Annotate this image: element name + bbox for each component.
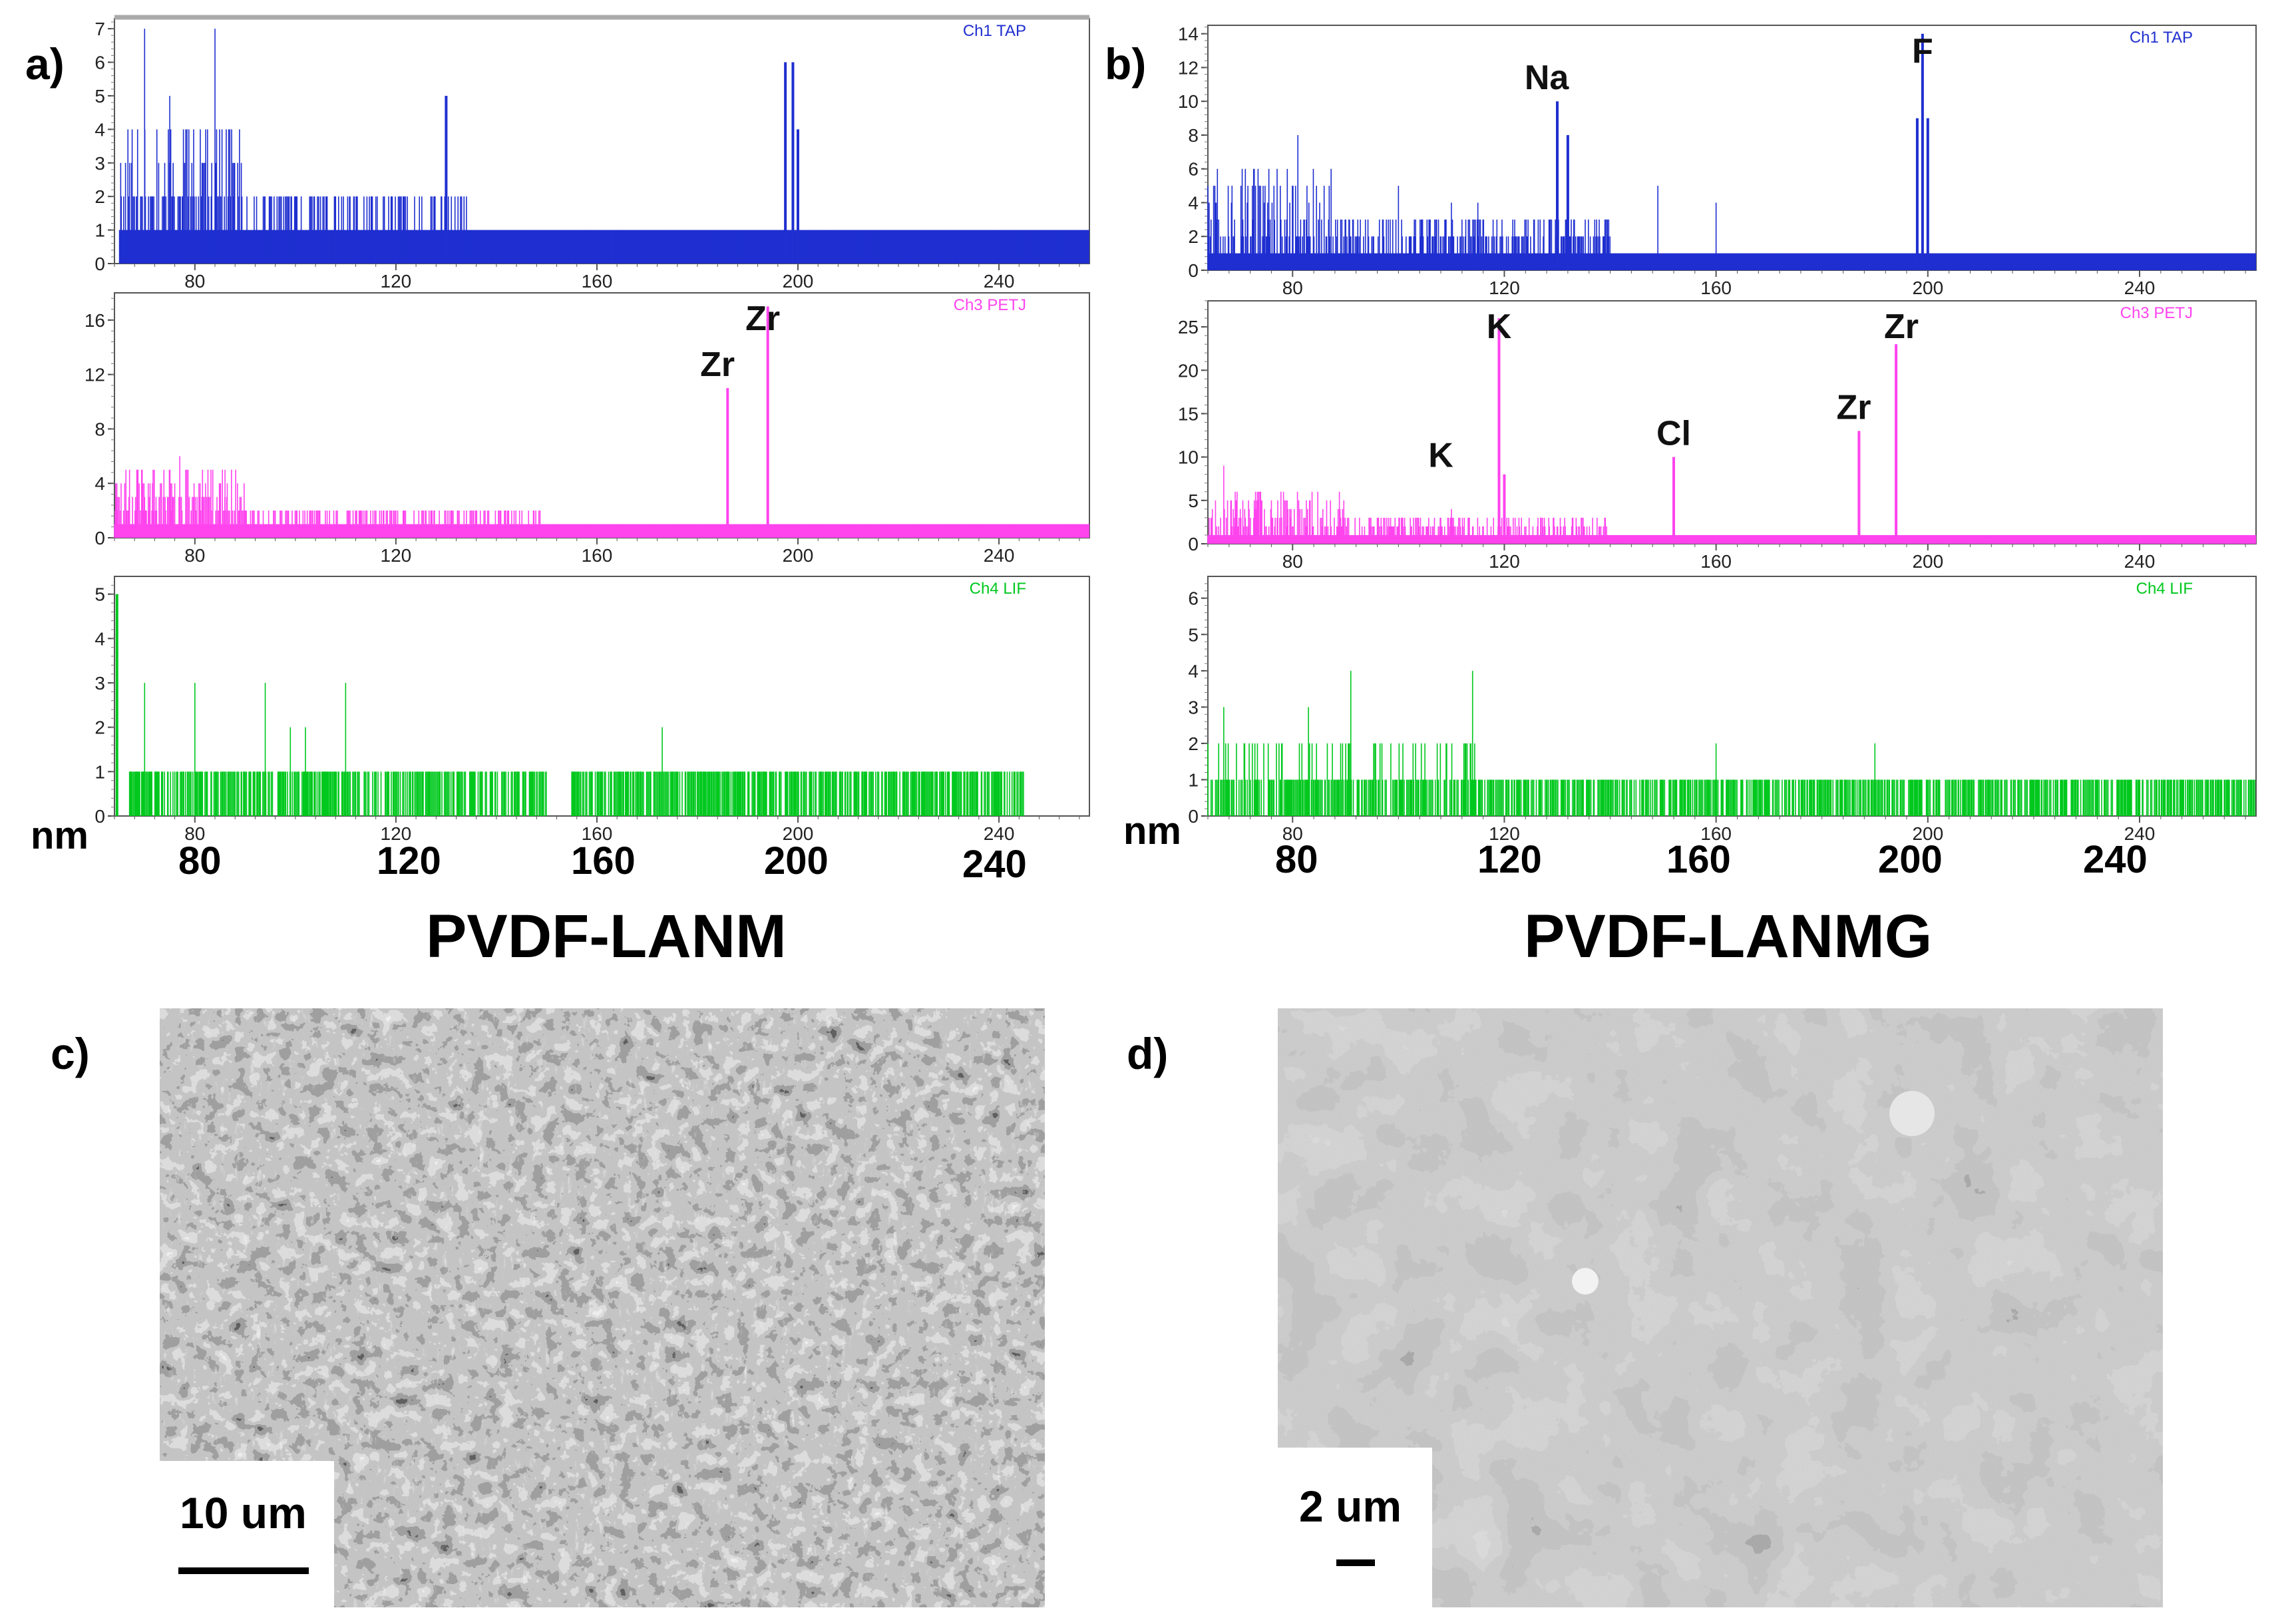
- y-tick-label: 6: [1188, 159, 1199, 180]
- y-tick-label: 8: [1188, 125, 1199, 146]
- channel-label: Ch4 LIF: [970, 580, 1026, 598]
- x-tick-label: 120: [381, 545, 412, 566]
- peak-annotation: Zr: [745, 300, 780, 338]
- x-tick-label: 240: [984, 271, 1015, 292]
- x-tick-label: 160: [582, 823, 613, 844]
- noise-bars: [128, 683, 1024, 816]
- y-tick-label: 10: [1178, 91, 1199, 112]
- plot-frame: [114, 292, 1090, 538]
- y-tick-label: 2: [95, 717, 105, 738]
- chart-a-tap: 0 1 2 3 4 5 6 7 80 120 160 200 240 Ch1 TAP: [95, 15, 1090, 292]
- x-tick-label: 80: [1282, 278, 1303, 298]
- noise-bars: [114, 456, 1089, 538]
- y-tick-label: 0: [95, 254, 105, 274]
- y-tick-label: 14: [1178, 24, 1199, 45]
- y-tick-label: 4: [95, 473, 105, 494]
- y-tick-label: 2: [95, 186, 105, 207]
- y-tick-label: 6: [95, 53, 105, 73]
- x-tick-label: 240: [984, 823, 1015, 844]
- y-tick-label: 3: [95, 673, 105, 694]
- x-tick-label: 120: [1489, 278, 1520, 298]
- x-tick-label: 240: [984, 545, 1015, 566]
- y-tick-label: 0: [1188, 260, 1199, 281]
- y-tick-label: 16: [85, 310, 105, 331]
- channel-label: Ch3 PETJ: [954, 296, 1026, 314]
- y-tick-label: 2: [1188, 226, 1199, 247]
- peak-annotation: Zr: [700, 345, 735, 384]
- channel-label: Ch1 TAP: [963, 22, 1026, 40]
- plot-frame: [114, 18, 1090, 264]
- x-tick-label: 200: [1912, 278, 1943, 298]
- channel-label: Ch1 TAP: [2130, 29, 2193, 47]
- x-tick-label: 200: [783, 271, 814, 292]
- x-tick-label: 80: [184, 823, 205, 844]
- x-tick-label: 80: [184, 545, 205, 566]
- noise-bars: [1207, 134, 2257, 270]
- y-tick-label: 5: [95, 86, 105, 106]
- y-tick-label: 12: [1178, 57, 1199, 78]
- x-tick-label: 120: [381, 823, 412, 844]
- panel-label-a: a): [25, 39, 65, 89]
- x-tick-label: 240: [2124, 278, 2156, 298]
- x-tick-label: 80: [184, 271, 205, 292]
- x-tick-label: 160: [1700, 278, 1732, 298]
- chart-a-lif: 0 1 2 3 4 5 80 120 160 200 240 Ch4 LIF: [95, 576, 1090, 844]
- y-tick-label: 12: [85, 365, 105, 385]
- y-tick-label: 5: [95, 584, 105, 605]
- y-tick-label: 4: [1188, 192, 1199, 213]
- x-tick-label: 200: [783, 823, 814, 844]
- y-tick-label: 4: [95, 119, 105, 140]
- x-tick-label: 120: [381, 271, 412, 292]
- y-tick-label: 1: [95, 220, 105, 241]
- y-tick-label: 8: [95, 419, 105, 439]
- panel-label-b: b): [1105, 39, 1147, 89]
- x-tick-label: 160: [582, 545, 613, 566]
- y-tick-label: 7: [95, 19, 105, 39]
- panel-label-d: d): [1127, 1029, 1169, 1078]
- x-tick-label: 160: [582, 271, 613, 292]
- panel-label-c: c): [51, 1029, 90, 1078]
- y-tick-label: 1: [95, 761, 105, 782]
- chart-a-petj: 0 4 8 12 16 80 120 160 200 240 Ch3 PETJ Zr Zr: [85, 292, 1090, 566]
- y-tick-label: 4: [95, 628, 105, 649]
- y-tick-label: 0: [95, 806, 105, 827]
- y-tick-label: 3: [95, 153, 105, 174]
- x-tick-label: 200: [783, 545, 814, 566]
- y-tick-label: 0: [95, 528, 105, 548]
- noise-bars: [118, 29, 1089, 264]
